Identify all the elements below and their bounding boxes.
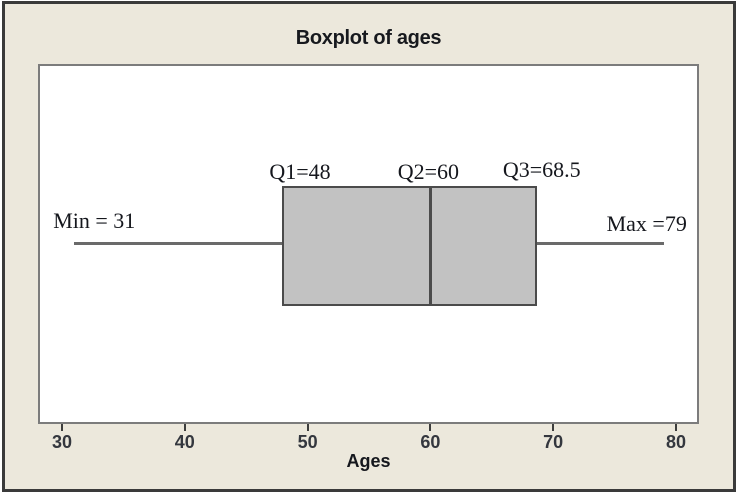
- annotation-q3: Q3=68.5: [502, 157, 581, 182]
- iqr-box: [282, 186, 537, 306]
- whisker-left: [74, 242, 284, 245]
- whisker-right: [536, 242, 664, 245]
- x-axis-label: Ages: [346, 451, 391, 471]
- x-tick-mark: [675, 424, 677, 431]
- chart-title: Boxplot of ages: [295, 27, 442, 49]
- annotation-max: Max =79: [606, 211, 687, 236]
- annotation-min: Min = 31: [53, 208, 136, 233]
- annotation-q1: Q1=48: [269, 159, 331, 184]
- x-tick-label: 30: [51, 432, 73, 452]
- x-tick-mark: [552, 424, 555, 431]
- x-tick-mark: [61, 424, 63, 431]
- annotation-q2: Q2=60: [397, 159, 460, 184]
- x-tick-mark: [429, 424, 432, 431]
- x-tick-mark: [183, 424, 186, 431]
- x-tick-label: 60: [420, 432, 441, 452]
- x-tick-mark: [306, 424, 309, 431]
- x-tick-label: 40: [174, 432, 195, 452]
- x-tick-label: 70: [543, 432, 564, 452]
- x-tick-label: 50: [297, 432, 318, 452]
- x-tick-label: 80: [665, 432, 687, 452]
- median-line: [429, 188, 433, 304]
